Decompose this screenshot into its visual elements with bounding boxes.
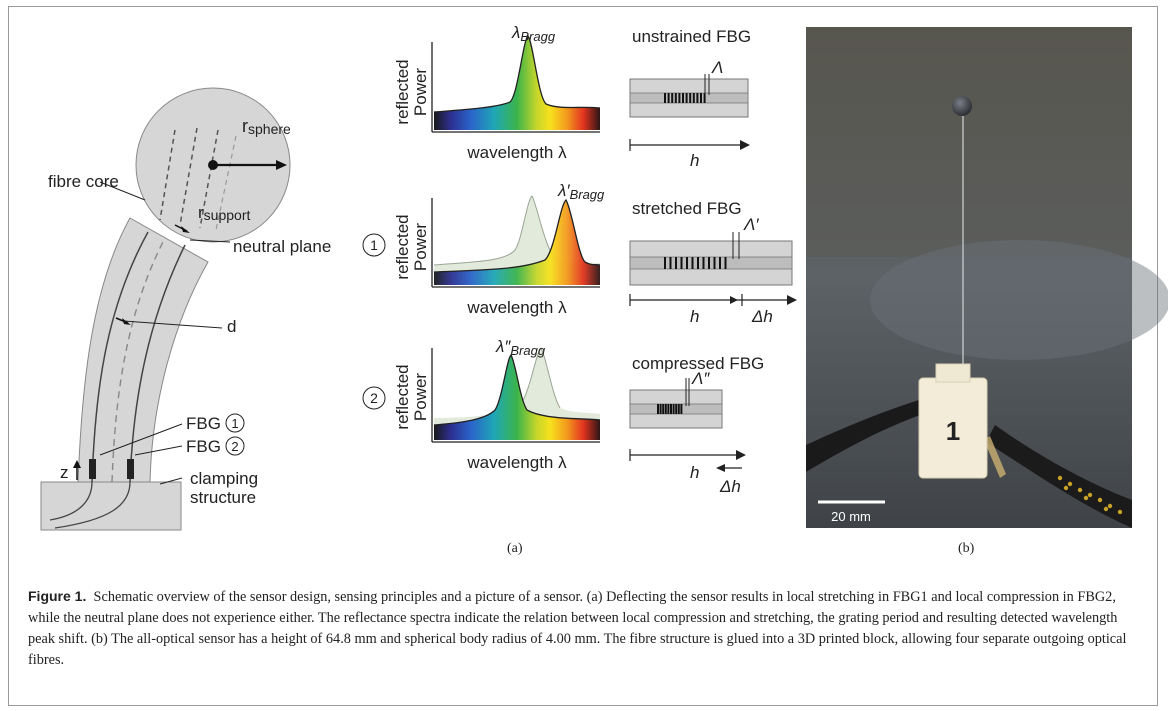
spectrum-stretched — [431, 195, 601, 288]
ylabel-row3-line1: reflected — [393, 364, 412, 429]
clamping-label-2: structure — [190, 488, 256, 507]
figure-caption: Figure 1. Schematic overview of the sens… — [28, 586, 1140, 671]
fbg2-label: FBG — [186, 437, 221, 456]
fbg2-circle — [225, 436, 245, 456]
support-body — [77, 217, 209, 483]
svg-text:1: 1 — [370, 237, 378, 253]
panel-label-b: (b) — [958, 541, 975, 556]
neutral-plane-label: neutral plane — [233, 237, 331, 256]
fbg1-marker — [89, 459, 96, 479]
peak-label-row1: λBragg — [511, 23, 556, 44]
ylabel-row2-line2: Power — [411, 223, 430, 272]
d-label: d — [227, 317, 236, 336]
ylabel-row1-line1: reflected — [393, 59, 412, 124]
fbg1-label: FBG — [186, 414, 221, 433]
row2-marker-circle — [362, 233, 386, 257]
r-sphere-label: rsphere — [242, 116, 291, 137]
ylabel-row3-line2: Power — [411, 373, 430, 422]
cable-left — [806, 392, 950, 472]
delta-stretched: Δh — [751, 307, 773, 326]
neutral-plane-line — [111, 237, 166, 483]
ylabel-row2-line1: reflected — [393, 214, 412, 279]
z-axis-label: z — [60, 463, 69, 482]
fbg2-marker — [127, 459, 134, 479]
fbg-diagram-compressed — [629, 378, 746, 472]
svg-text:2: 2 — [231, 439, 238, 454]
cable-gold-dots — [1057, 475, 1123, 515]
spectrum-unstrained — [431, 35, 601, 133]
figure-graphic: rsphere fibre core rsupport neutral plan… — [40, 23, 1168, 531]
xlabel-row1: wavelength λ — [466, 143, 567, 162]
peak-label-row2: λ′Bragg — [557, 181, 605, 202]
title-unstrained: unstrained FBG — [632, 27, 751, 46]
length-stretched: h — [690, 307, 699, 326]
fbg1-circle — [225, 413, 245, 433]
panel-label-a: (a) — [507, 541, 523, 556]
peak-label-row3: λ″Bragg — [495, 337, 546, 358]
xlabel-row3: wavelength λ — [466, 453, 567, 472]
scale-bar-label: 20 mm — [831, 509, 871, 524]
clamping-label-1: clamping — [190, 469, 258, 488]
sensor-photo: 1 20 mm — [806, 27, 1168, 528]
length-unstrained: h — [690, 151, 699, 170]
spectrum-compressed — [431, 347, 601, 443]
fbg-diagram-stretched — [629, 232, 797, 306]
clamping-structure — [40, 481, 182, 531]
caption-text: Schematic overview of the sensor design,… — [28, 589, 1127, 668]
xlabel-row2: wavelength λ — [466, 298, 567, 317]
svg-text:1: 1 — [231, 416, 238, 431]
period-stretched: Λ′ — [743, 215, 759, 234]
sensor-sphere — [952, 96, 972, 116]
fibre-core-left — [91, 231, 149, 483]
period-compressed: Λ″ — [691, 369, 710, 388]
figure-frame — [8, 6, 1158, 706]
fibre-core-right — [129, 244, 186, 483]
row3-marker-circle — [362, 386, 386, 410]
sensor-schematic — [40, 87, 291, 531]
block-label: 1 — [946, 416, 960, 446]
fibre-core-label: fibre core — [48, 172, 119, 191]
r-support-label: rsupport — [198, 203, 250, 223]
length-compressed: h — [690, 463, 699, 482]
fbg-diagram-unstrained — [629, 74, 750, 151]
ylabel-row1-line2: Power — [411, 68, 430, 117]
title-stretched: stretched FBG — [632, 199, 742, 218]
period-unstrained: Λ — [711, 58, 723, 77]
delta-compressed: Δh — [719, 477, 741, 496]
svg-text:2: 2 — [370, 390, 378, 406]
figure-number: Figure 1. — [28, 588, 87, 604]
title-compressed: compressed FBG — [632, 354, 764, 373]
